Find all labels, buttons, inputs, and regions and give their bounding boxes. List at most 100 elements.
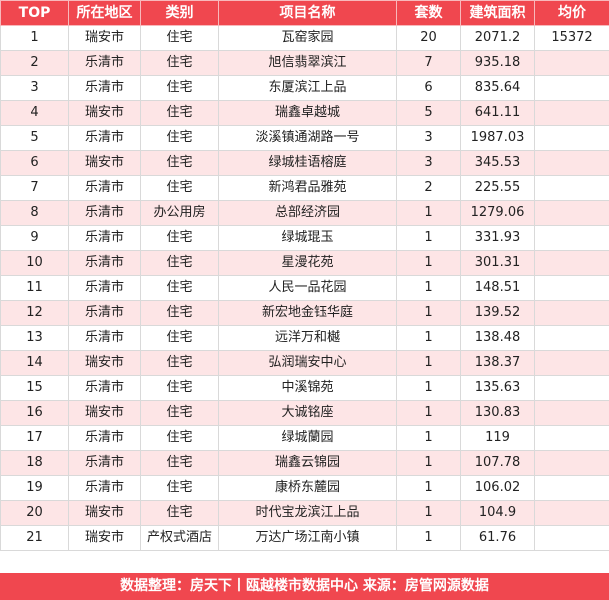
cell-units: 6 xyxy=(396,75,461,101)
cell-region: 瑞安市 xyxy=(68,25,141,51)
cell-region: 乐清市 xyxy=(68,425,141,451)
cell-units: 5 xyxy=(396,100,461,126)
cell-avg-price xyxy=(534,350,609,376)
table-row: 19 乐清市 住宅 康桥东麓园 1 106.02 xyxy=(0,475,609,501)
cell-avg-price xyxy=(534,75,609,101)
table-row: 8 乐清市 办公用房 总部经济园 1 1279.06 xyxy=(0,200,609,226)
cell-project-name: 星漫花苑 xyxy=(218,250,397,276)
table-row: 18 乐清市 住宅 瑞鑫云锦园 1 107.78 xyxy=(0,450,609,476)
cell-region: 乐清市 xyxy=(68,50,141,76)
cell-units: 2 xyxy=(396,175,461,201)
table-row: 17 乐清市 住宅 绿城蘭园 1 119 xyxy=(0,425,609,451)
cell-project-name: 时代宝龙滨江上品 xyxy=(218,500,397,526)
cell-avg-price xyxy=(534,300,609,326)
cell-category: 住宅 xyxy=(140,25,219,51)
cell-project-name: 淡溪镇通湖路一号 xyxy=(218,125,397,151)
cell-rank: 7 xyxy=(0,175,69,201)
cell-category: 办公用房 xyxy=(140,200,219,226)
cell-region: 瑞安市 xyxy=(68,100,141,126)
cell-floor-area: 835.64 xyxy=(460,75,535,101)
ranking-table: TOP 所在地区 类别 项目名称 套数 建筑面积 均价 1 瑞安市 住宅 瓦窑家园 20… xyxy=(0,0,609,551)
cell-project-name: 人民一品花园 xyxy=(218,275,397,301)
table-row: 5 乐清市 住宅 淡溪镇通湖路一号 3 1987.03 xyxy=(0,125,609,151)
cell-region: 乐清市 xyxy=(68,125,141,151)
cell-project-name: 弘润瑞安中心 xyxy=(218,350,397,376)
cell-units: 1 xyxy=(396,475,461,501)
cell-floor-area: 107.78 xyxy=(460,450,535,476)
cell-floor-area: 135.63 xyxy=(460,375,535,401)
cell-region: 乐清市 xyxy=(68,325,141,351)
cell-project-name: 新宏地金钰华庭 xyxy=(218,300,397,326)
table-row: 1 瑞安市 住宅 瓦窑家园 20 2071.2 15372 xyxy=(0,25,609,51)
cell-rank: 11 xyxy=(0,275,69,301)
cell-rank: 6 xyxy=(0,150,69,176)
cell-rank: 10 xyxy=(0,250,69,276)
cell-avg-price xyxy=(534,425,609,451)
cell-region: 乐清市 xyxy=(68,375,141,401)
table-row: 16 瑞安市 住宅 大诚铭座 1 130.83 xyxy=(0,400,609,426)
table-row: 20 瑞安市 住宅 时代宝龙滨江上品 1 104.9 xyxy=(0,500,609,526)
cell-project-name: 绿城蘭园 xyxy=(218,425,397,451)
cell-units: 1 xyxy=(396,200,461,226)
cell-rank: 14 xyxy=(0,350,69,376)
cell-region: 瑞安市 xyxy=(68,150,141,176)
header-category: 类别 xyxy=(140,0,219,26)
cell-project-name: 瑞鑫卓越城 xyxy=(218,100,397,126)
source-footer: 数据整理：房天下丨瓯越楼市数据中心 来源：房管网源数据 xyxy=(0,573,609,600)
cell-avg-price xyxy=(534,500,609,526)
cell-category: 住宅 xyxy=(140,500,219,526)
cell-region: 乐清市 xyxy=(68,225,141,251)
cell-floor-area: 331.93 xyxy=(460,225,535,251)
cell-floor-area: 106.02 xyxy=(460,475,535,501)
cell-category: 住宅 xyxy=(140,450,219,476)
table-row: 11 乐清市 住宅 人民一品花园 1 148.51 xyxy=(0,275,609,301)
cell-avg-price xyxy=(534,200,609,226)
cell-avg-price xyxy=(534,275,609,301)
cell-rank: 4 xyxy=(0,100,69,126)
cell-region: 瑞安市 xyxy=(68,525,141,551)
cell-floor-area: 345.53 xyxy=(460,150,535,176)
cell-region: 瑞安市 xyxy=(68,500,141,526)
cell-category: 产权式酒店 xyxy=(140,525,219,551)
cell-rank: 19 xyxy=(0,475,69,501)
cell-category: 住宅 xyxy=(140,400,219,426)
cell-region: 乐清市 xyxy=(68,450,141,476)
cell-rank: 16 xyxy=(0,400,69,426)
cell-project-name: 远洋万和樾 xyxy=(218,325,397,351)
cell-avg-price xyxy=(534,100,609,126)
cell-category: 住宅 xyxy=(140,325,219,351)
cell-floor-area: 104.9 xyxy=(460,500,535,526)
cell-units: 1 xyxy=(396,275,461,301)
cell-avg-price: 15372 xyxy=(534,25,609,51)
cell-rank: 18 xyxy=(0,450,69,476)
table-row: 13 乐清市 住宅 远洋万和樾 1 138.48 xyxy=(0,325,609,351)
cell-category: 住宅 xyxy=(140,300,219,326)
cell-floor-area: 225.55 xyxy=(460,175,535,201)
cell-rank: 17 xyxy=(0,425,69,451)
cell-rank: 20 xyxy=(0,500,69,526)
cell-category: 住宅 xyxy=(140,125,219,151)
cell-floor-area: 130.83 xyxy=(460,400,535,426)
cell-rank: 3 xyxy=(0,75,69,101)
cell-floor-area: 301.31 xyxy=(460,250,535,276)
cell-rank: 21 xyxy=(0,525,69,551)
cell-floor-area: 139.52 xyxy=(460,300,535,326)
cell-category: 住宅 xyxy=(140,75,219,101)
cell-rank: 2 xyxy=(0,50,69,76)
cell-units: 1 xyxy=(396,375,461,401)
cell-category: 住宅 xyxy=(140,275,219,301)
cell-project-name: 瓦窑家园 xyxy=(218,25,397,51)
cell-avg-price xyxy=(534,375,609,401)
cell-units: 1 xyxy=(396,450,461,476)
cell-rank: 1 xyxy=(0,25,69,51)
cell-region: 乐清市 xyxy=(68,200,141,226)
cell-avg-price xyxy=(534,225,609,251)
cell-avg-price xyxy=(534,325,609,351)
cell-rank: 8 xyxy=(0,200,69,226)
cell-units: 1 xyxy=(396,425,461,451)
cell-rank: 12 xyxy=(0,300,69,326)
cell-project-name: 大诚铭座 xyxy=(218,400,397,426)
cell-units: 1 xyxy=(396,225,461,251)
cell-units: 1 xyxy=(396,300,461,326)
cell-project-name: 瑞鑫云锦园 xyxy=(218,450,397,476)
